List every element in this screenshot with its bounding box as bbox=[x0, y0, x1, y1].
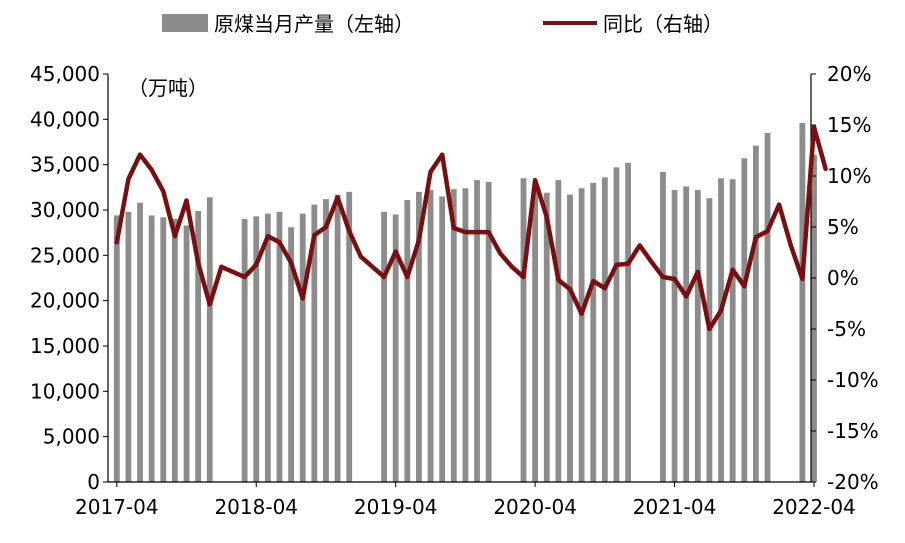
bar-2019-10 bbox=[462, 188, 469, 483]
x-tick-label: 2017-04 bbox=[75, 495, 159, 519]
bar-2018-08 bbox=[299, 213, 306, 483]
x-tick-label: 2018-04 bbox=[214, 495, 298, 519]
bar-2020-04 bbox=[532, 190, 539, 482]
bar-2018-12 bbox=[346, 191, 353, 482]
bar-2018-06 bbox=[276, 211, 283, 482]
bar-2022-04 bbox=[811, 154, 817, 482]
bar-2021-05 bbox=[683, 186, 690, 482]
bar-2021-12 bbox=[764, 132, 771, 482]
x-tick-label: 2022-04 bbox=[772, 495, 856, 519]
bar-2020-03 bbox=[520, 178, 527, 482]
y-left-tick-label: 15,000 bbox=[30, 334, 100, 358]
y-left-tick-label: 5,000 bbox=[43, 425, 100, 449]
bar-2020-05 bbox=[543, 192, 550, 483]
bar-2020-08 bbox=[578, 188, 585, 483]
bar-2017-04 bbox=[113, 215, 120, 482]
bar-2017-11 bbox=[195, 210, 202, 482]
bar-2017-09 bbox=[172, 219, 178, 483]
line-layer bbox=[114, 124, 828, 332]
x-tick-label: 2020-04 bbox=[493, 495, 577, 519]
legend: 原煤当月产量（左轴） 同比（右轴） bbox=[162, 12, 723, 36]
bar-2019-05 bbox=[404, 200, 411, 482]
y-right-tick-label: -20% bbox=[827, 470, 879, 494]
bar-2019-04 bbox=[392, 214, 399, 483]
bar-2021-06 bbox=[694, 190, 701, 482]
bar-2021-07 bbox=[706, 198, 713, 483]
bar-2019-12 bbox=[485, 181, 492, 483]
bar-2021-03 bbox=[660, 171, 666, 483]
bar-2021-04 bbox=[671, 190, 678, 482]
bar-2019-03 bbox=[381, 211, 387, 482]
bar-2021-10 bbox=[741, 158, 748, 482]
bar-2018-03 bbox=[241, 219, 248, 483]
bar-2020-12 bbox=[625, 162, 631, 482]
unit-label: （万吨） bbox=[128, 76, 208, 100]
bar-2021-08 bbox=[718, 178, 724, 482]
y-right-tick-label: -5% bbox=[827, 317, 866, 341]
bar-2017-10 bbox=[183, 225, 190, 482]
x-tick-label: 2021-04 bbox=[633, 495, 717, 519]
bar-2020-10 bbox=[601, 177, 608, 483]
bar-2019-06 bbox=[416, 191, 422, 482]
bar-2017-05 bbox=[125, 211, 132, 482]
y-left-tick-label: 25,000 bbox=[30, 243, 100, 267]
y-right-tick-label: 5% bbox=[827, 215, 859, 239]
bar-2020-11 bbox=[613, 167, 620, 483]
bar-2020-09 bbox=[590, 182, 597, 483]
bar-2019-08 bbox=[439, 196, 446, 482]
y-right-tick-label: -15% bbox=[827, 419, 879, 443]
y-left-tick-label: 30,000 bbox=[30, 198, 100, 222]
bar-2018-09 bbox=[311, 204, 318, 482]
legend-label-yoy: 同比（右轴） bbox=[603, 12, 723, 36]
bar-2017-12 bbox=[206, 197, 213, 482]
y-left-tick-label: 0 bbox=[87, 470, 100, 494]
bar-2019-07 bbox=[427, 190, 434, 482]
y-left-tick-label: 35,000 bbox=[30, 153, 100, 177]
y-right-tick-label: 15% bbox=[827, 113, 871, 137]
y-right-tick-label: 10% bbox=[827, 164, 871, 188]
y-left-tick-label: 10,000 bbox=[30, 379, 100, 403]
bar-2018-05 bbox=[264, 213, 271, 483]
y-right-tick-label: -10% bbox=[827, 368, 879, 392]
bar-2018-10 bbox=[323, 199, 329, 482]
y-right-tick-label: 0% bbox=[827, 266, 859, 290]
bars bbox=[113, 122, 817, 483]
legend-swatch-production bbox=[162, 14, 208, 32]
bar-2022-03 bbox=[799, 122, 806, 483]
y-right-tick-label: 20% bbox=[827, 62, 871, 86]
bar-2017-07 bbox=[148, 215, 155, 482]
y-left-tick-label: 45,000 bbox=[30, 62, 100, 86]
y-left-tick-label: 20,000 bbox=[30, 289, 100, 313]
bar-2018-07 bbox=[288, 227, 295, 482]
yoy-line bbox=[114, 124, 828, 332]
bar-2017-06 bbox=[137, 202, 143, 482]
bar-2019-09 bbox=[450, 189, 457, 482]
bar-2020-07 bbox=[567, 194, 573, 482]
bar-2018-11 bbox=[334, 194, 341, 482]
y-left-tick-label: 40,000 bbox=[30, 107, 100, 131]
bar-2021-09 bbox=[729, 179, 736, 482]
bar-2021-11 bbox=[752, 145, 759, 483]
x-tick-label: 2019-04 bbox=[354, 495, 438, 519]
bar-2020-06 bbox=[555, 180, 562, 482]
bar-2018-04 bbox=[253, 216, 260, 482]
legend-label-production: 原煤当月产量（左轴） bbox=[214, 12, 414, 36]
bar-2017-08 bbox=[160, 217, 167, 482]
bar-2019-11 bbox=[474, 180, 480, 482]
